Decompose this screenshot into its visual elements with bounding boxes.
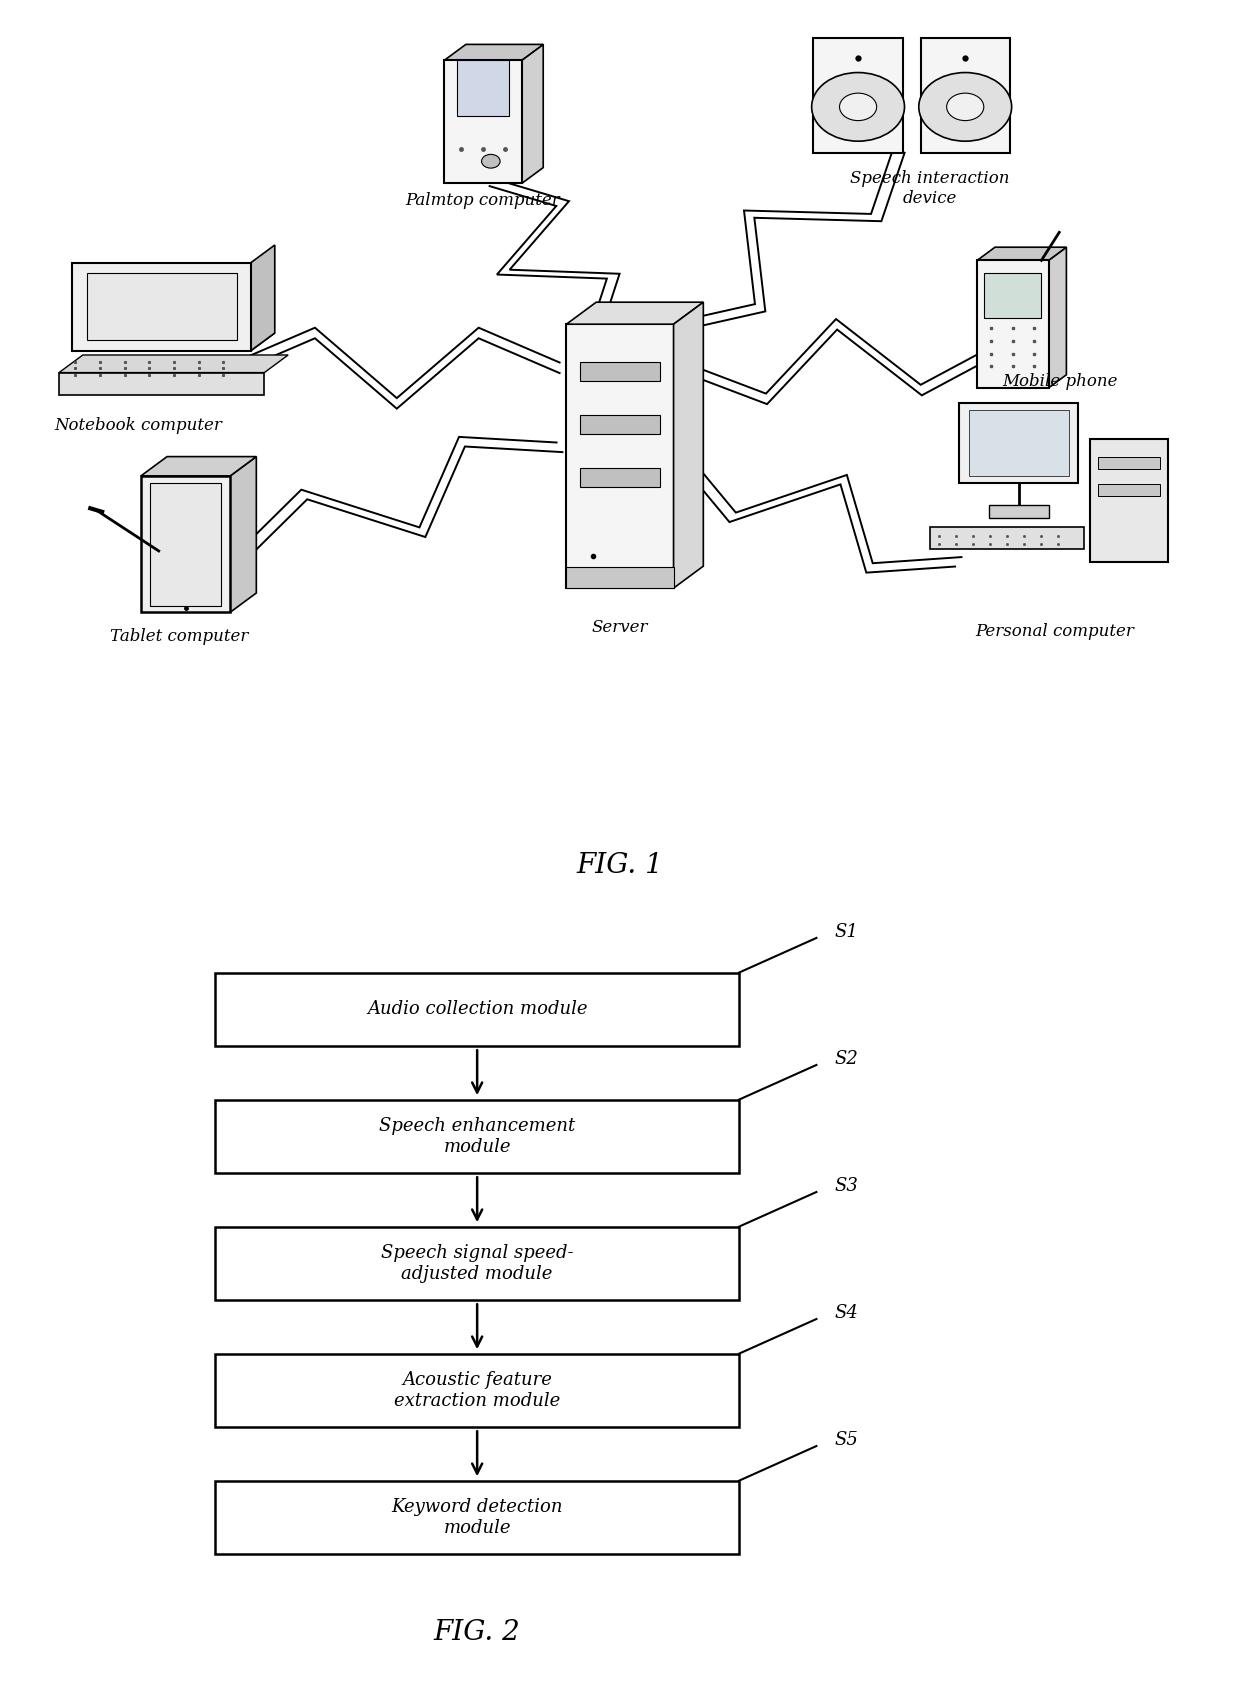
Circle shape (839, 93, 877, 120)
Bar (1097, 457, 1159, 469)
Polygon shape (567, 325, 673, 589)
Polygon shape (580, 362, 660, 381)
Polygon shape (87, 272, 237, 340)
Polygon shape (567, 567, 673, 589)
Circle shape (481, 154, 500, 168)
Text: Keyword detection
module: Keyword detection module (392, 1497, 563, 1536)
Polygon shape (250, 245, 275, 350)
Polygon shape (977, 261, 1049, 387)
Bar (968, 411, 1069, 475)
Polygon shape (522, 44, 543, 183)
Text: Audio collection module: Audio collection module (367, 1000, 588, 1019)
FancyBboxPatch shape (216, 1354, 739, 1426)
Text: Speech interaction
device: Speech interaction device (849, 171, 1009, 206)
Text: S4: S4 (835, 1305, 858, 1321)
Text: S3: S3 (835, 1178, 858, 1195)
Bar (1097, 484, 1159, 496)
Polygon shape (72, 333, 275, 350)
Text: Personal computer: Personal computer (975, 623, 1133, 640)
Text: S2: S2 (835, 1049, 858, 1068)
Polygon shape (977, 247, 1066, 261)
Text: Server: Server (591, 619, 649, 636)
Polygon shape (580, 469, 660, 487)
Polygon shape (60, 355, 288, 372)
Text: S1: S1 (835, 922, 858, 941)
Circle shape (812, 73, 904, 140)
Bar (1090, 438, 1168, 562)
Polygon shape (567, 303, 703, 325)
Polygon shape (60, 372, 264, 394)
FancyBboxPatch shape (216, 1227, 739, 1299)
Bar (813, 39, 903, 152)
Polygon shape (444, 61, 522, 183)
Polygon shape (141, 457, 257, 475)
Bar (150, 482, 221, 606)
Bar (930, 526, 1084, 548)
Polygon shape (231, 457, 257, 613)
Text: Speech signal speed-
adjusted module: Speech signal speed- adjusted module (381, 1244, 573, 1283)
Polygon shape (72, 262, 250, 350)
Text: Notebook computer: Notebook computer (55, 416, 222, 433)
FancyBboxPatch shape (216, 973, 739, 1046)
Text: FIG. 2: FIG. 2 (434, 1619, 521, 1646)
Text: Acoustic feature
extraction module: Acoustic feature extraction module (394, 1371, 560, 1409)
Text: Tablet computer: Tablet computer (110, 628, 249, 645)
Text: FIG. 1: FIG. 1 (577, 851, 663, 878)
Text: Palmtop computer: Palmtop computer (405, 193, 560, 210)
FancyBboxPatch shape (216, 1480, 739, 1553)
Text: S5: S5 (835, 1431, 858, 1448)
Bar (456, 61, 510, 115)
Polygon shape (673, 303, 703, 589)
Polygon shape (580, 415, 660, 433)
Polygon shape (141, 475, 231, 613)
Polygon shape (444, 44, 543, 61)
Polygon shape (1049, 247, 1066, 387)
Bar (920, 39, 1009, 152)
Bar (990, 504, 1049, 518)
Bar (985, 272, 1042, 318)
FancyBboxPatch shape (216, 1100, 739, 1173)
Circle shape (919, 73, 1012, 140)
Circle shape (946, 93, 983, 120)
Text: Speech enhancement
module: Speech enhancement module (379, 1117, 575, 1156)
Bar (960, 403, 1079, 482)
Text: Mobile phone: Mobile phone (1003, 372, 1118, 389)
